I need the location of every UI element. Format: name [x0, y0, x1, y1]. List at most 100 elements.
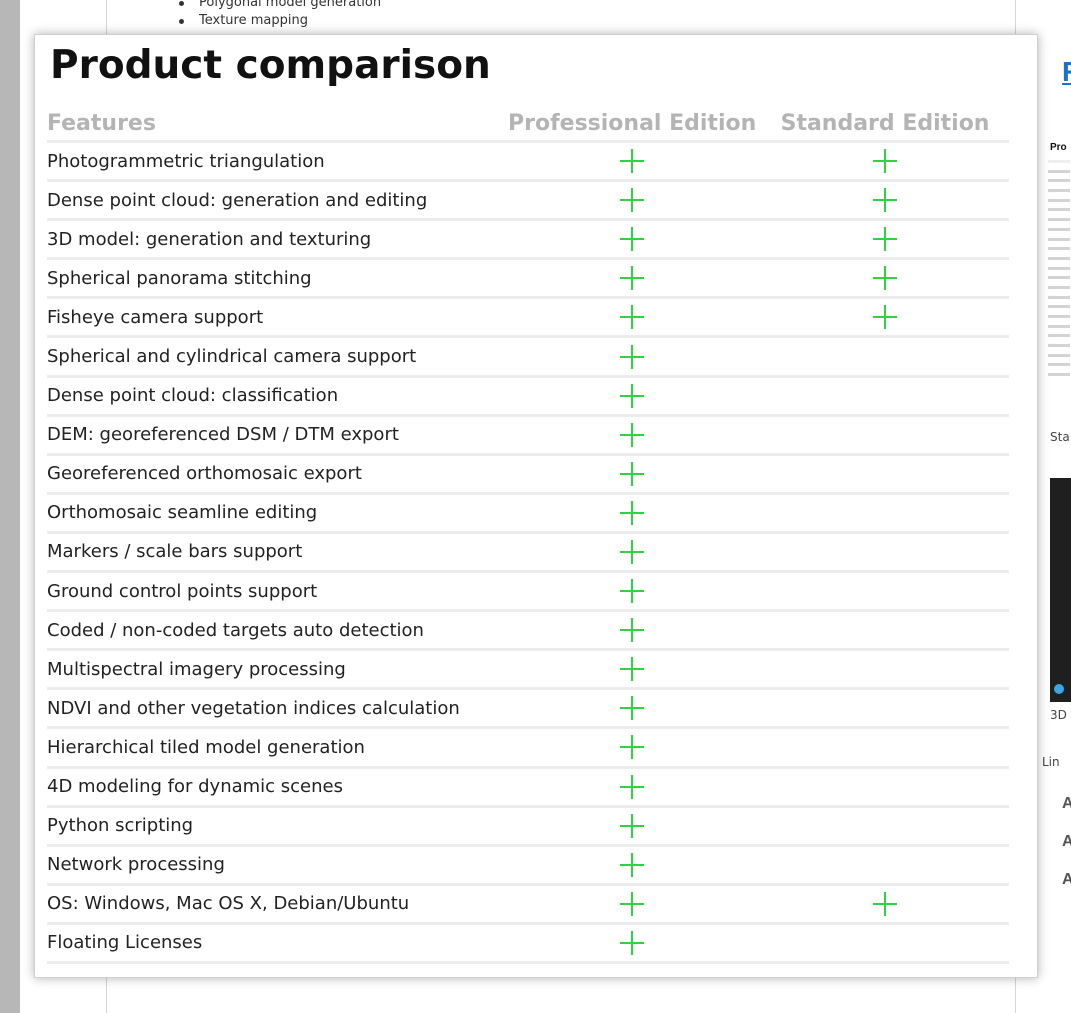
standard-cell [761, 534, 1009, 570]
plus-icon [873, 227, 898, 252]
plus-icon [620, 227, 645, 252]
plus-icon [620, 891, 645, 916]
feature-label: Georeferenced orthomosaic export [47, 463, 362, 485]
plus-icon [873, 149, 898, 174]
standard-cell [761, 925, 1009, 961]
table-body: Photogrammetric triangulation Dense point… [47, 143, 1009, 964]
plus-icon [620, 383, 645, 408]
standard-cell [761, 651, 1009, 687]
table-row: Floating Licenses [47, 925, 1009, 964]
table-row: Georeferenced orthomosaic export [47, 456, 1009, 495]
table-row: Dense point cloud: generation and editin… [47, 182, 1009, 222]
standard-cell [761, 612, 1009, 648]
comparison-thumbnail-title: Pro [1050, 142, 1067, 153]
professional-cell [503, 378, 761, 414]
video-thumbnail[interactable] [1050, 478, 1071, 702]
feature-label: Hierarchical tiled model generation [47, 736, 365, 758]
professional-cell [503, 651, 761, 687]
table-row: Coded / non-coded targets auto detection [47, 612, 1009, 652]
product-comparison-card: Product comparison Features Professional… [34, 34, 1038, 978]
comparison-table: Features Professional Edition Standard E… [47, 107, 1009, 964]
feature-label: Multispectral imagery processing [47, 658, 346, 680]
header-features: Features [47, 111, 156, 136]
professional-cell [503, 299, 761, 335]
plus-icon [620, 500, 645, 525]
plus-icon [873, 891, 898, 916]
standard-cell [761, 221, 1009, 257]
professional-cell [503, 338, 761, 374]
list-item: Polygonal model generation [177, 0, 381, 12]
feature-label: Coded / non-coded targets auto detection [47, 619, 424, 641]
table-row: DEM: georeferenced DSM / DTM export [47, 417, 1009, 456]
table-row: OS: Windows, Mac OS X, Debian/Ubuntu [47, 886, 1009, 925]
table-row: Ground control points support [47, 573, 1009, 613]
feature-label: Ground control points support [47, 580, 318, 602]
standard-cell [761, 808, 1009, 844]
standard-cell [761, 299, 1009, 335]
table-row: Dense point cloud: classification [47, 378, 1009, 417]
right-column: R Pro Sta 3D Lin A A A [1040, 0, 1071, 1013]
standard-cell [761, 886, 1009, 922]
plus-icon [873, 305, 898, 330]
feature-label: Spherical and cylindrical camera support [47, 346, 417, 368]
standard-cell [761, 143, 1009, 179]
table-row: Multispectral imagery processing [47, 651, 1009, 691]
professional-cell [503, 182, 761, 218]
professional-cell [503, 143, 761, 179]
standard-cell [761, 260, 1009, 296]
feature-label: Orthomosaic seamline editing [47, 502, 318, 524]
right-bold-item[interactable]: A [1062, 795, 1071, 812]
professional-cell [503, 847, 761, 883]
table-row: Hierarchical tiled model generation [47, 729, 1009, 769]
standard-cell [761, 690, 1009, 726]
table-header-row: Features Professional Edition Standard E… [47, 107, 1009, 143]
professional-cell [503, 260, 761, 296]
feature-label: Spherical panorama stitching [47, 267, 312, 289]
feature-label: Fisheye camera support [47, 306, 264, 328]
plus-icon [620, 579, 645, 604]
header-standard-edition: Standard Edition [780, 111, 990, 136]
professional-cell [503, 925, 761, 961]
right-bold-item[interactable]: A [1062, 871, 1071, 888]
plus-icon [620, 774, 645, 799]
table-row: Python scripting [47, 808, 1009, 847]
plus-icon [620, 344, 645, 369]
professional-cell [503, 690, 761, 726]
professional-cell [503, 729, 761, 765]
page-title: Product comparison [50, 43, 491, 88]
standard-cell [761, 495, 1009, 531]
standard-cell [761, 182, 1009, 218]
professional-cell [503, 612, 761, 648]
professional-cell [503, 808, 761, 844]
right-text-sta: Sta [1050, 430, 1070, 444]
comparison-thumbnail[interactable] [1048, 160, 1071, 383]
right-heading-link[interactable]: R [1062, 56, 1071, 88]
table-row: Network processing [47, 847, 1009, 886]
left-scroll-rail [0, 0, 20, 1013]
feature-label: Floating Licenses [47, 932, 203, 954]
standard-cell [761, 456, 1009, 492]
standard-cell [761, 729, 1009, 765]
table-row: Markers / scale bars support [47, 534, 1009, 574]
feature-label: Markers / scale bars support [47, 541, 303, 563]
feature-label: Network processing [47, 854, 225, 876]
table-row: Spherical panorama stitching [47, 260, 1009, 300]
feature-label: Dense point cloud: classification [47, 385, 339, 407]
professional-cell [503, 417, 761, 453]
standard-cell [761, 338, 1009, 374]
feature-label: Photogrammetric triangulation [47, 150, 325, 172]
plus-icon [620, 422, 645, 447]
table-row: Spherical and cylindrical camera support [47, 338, 1009, 378]
feature-label: 4D modeling for dynamic scenes [47, 776, 343, 798]
play-icon[interactable] [1054, 684, 1064, 694]
table-row: NDVI and other vegetation indices calcul… [47, 690, 1009, 730]
right-bold-item[interactable]: A [1062, 833, 1071, 850]
standard-cell [761, 769, 1009, 805]
plus-icon [620, 696, 645, 721]
standard-cell [761, 417, 1009, 453]
standard-cell [761, 378, 1009, 414]
plus-icon [873, 188, 898, 213]
plus-icon [620, 852, 645, 877]
plus-icon [620, 930, 645, 955]
table-row: Photogrammetric triangulation [47, 143, 1009, 183]
